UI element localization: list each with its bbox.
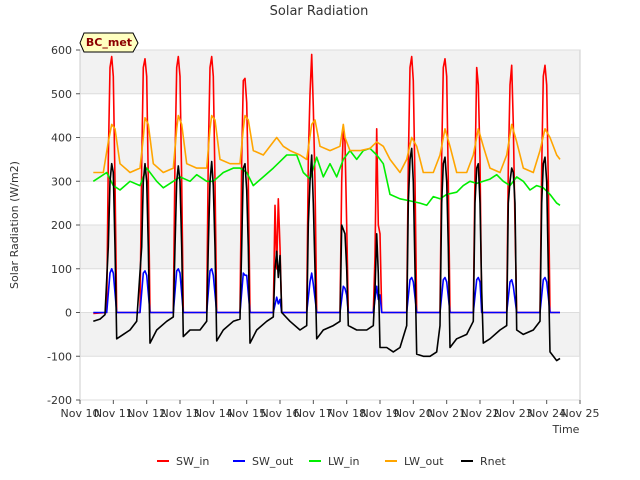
x-axis-title: Time xyxy=(552,423,580,436)
plot-band xyxy=(80,181,580,225)
legend: SW_in SW_out LW_in LW_out Rnet xyxy=(157,455,506,468)
x-tick-label: Nov 24 xyxy=(527,407,566,420)
legend-label-sw-out: SW_out xyxy=(252,455,294,468)
x-tick-label: Nov 15 xyxy=(227,407,266,420)
x-tick-label: Nov 11 xyxy=(94,407,133,420)
x-tick-label: Nov 21 xyxy=(427,407,466,420)
plot-band xyxy=(80,225,580,269)
x-tick-label: Nov 20 xyxy=(394,407,433,420)
site-label-background xyxy=(79,32,139,53)
legend-label-lw-in: LW_in xyxy=(328,455,360,468)
plot-band xyxy=(80,93,580,138)
legend-label-rnet: Rnet xyxy=(480,455,506,468)
y-tick-label: -200 xyxy=(47,394,72,407)
site-label-box: BC_met xyxy=(79,32,139,53)
x-tick-label: Nov 16 xyxy=(261,407,300,420)
y-tick-label: -100 xyxy=(47,350,72,363)
y-tick-label: 600 xyxy=(51,44,72,57)
y-axis-ticks: -200 -100 0 100 200 300 400 500 600 xyxy=(47,44,80,407)
plot-band xyxy=(80,356,580,400)
plot-band xyxy=(80,312,580,357)
legend-label-sw-in: SW_in xyxy=(176,455,209,468)
y-tick-label: 100 xyxy=(51,263,72,276)
plot-band xyxy=(80,50,580,94)
x-tick-label: Nov 10 xyxy=(61,407,100,420)
series-line-lw-out xyxy=(93,114,561,174)
y-tick-label: 400 xyxy=(51,132,72,145)
plot-background-bands xyxy=(80,50,580,400)
x-tick-label: Nov 23 xyxy=(494,407,533,420)
y-axis-title: Solar Radiation (W/m2) xyxy=(8,161,21,289)
y-tick-label: 200 xyxy=(51,219,72,232)
chart-title: Solar Radiation xyxy=(270,4,369,19)
x-tick-label: Nov 22 xyxy=(461,407,500,420)
gridlines xyxy=(80,49,580,401)
x-tick-label: Nov 12 xyxy=(127,407,166,420)
series-lines xyxy=(92,53,561,362)
series-line-sw-out xyxy=(93,268,560,314)
x-tick-label: Nov 14 xyxy=(194,407,233,420)
y-tick-label: 300 xyxy=(51,175,72,188)
y-tick-label: 500 xyxy=(51,88,72,101)
x-tick-label: Nov 18 xyxy=(327,407,366,420)
y-tick-label: 0 xyxy=(65,307,72,320)
legend-label-lw-out: LW_out xyxy=(404,455,444,468)
series-line-rnet xyxy=(93,147,561,362)
plot-band xyxy=(80,268,580,313)
x-tick-label: Nov 13 xyxy=(161,407,200,420)
x-tick-label: Nov 19 xyxy=(361,407,400,420)
x-tick-label: Nov 25 xyxy=(561,407,600,420)
site-label: BC_met xyxy=(86,36,132,49)
x-tick-label: Nov 17 xyxy=(294,407,333,420)
